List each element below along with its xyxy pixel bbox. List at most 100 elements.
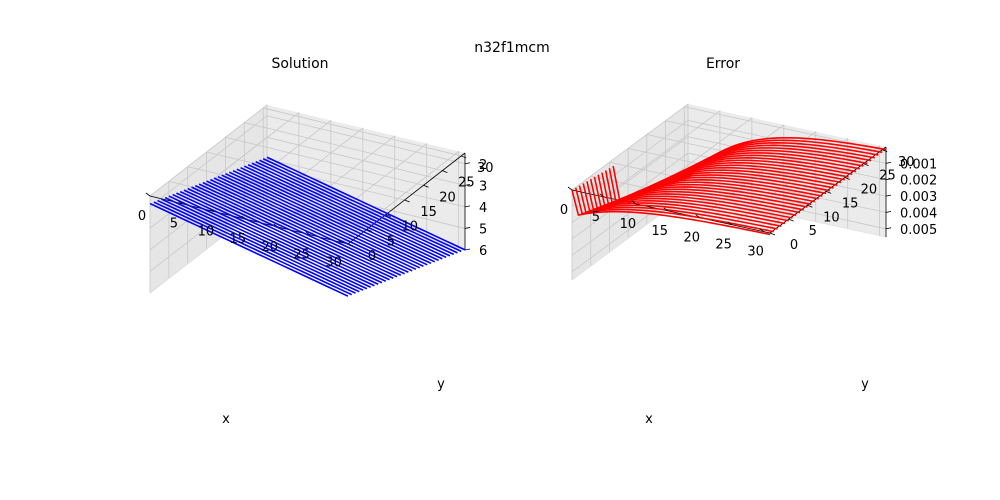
series-line (582, 183, 782, 228)
y-tick (769, 232, 776, 236)
z-tick (885, 161, 892, 164)
series-line (225, 172, 424, 268)
z-tick-label: 0.001 (900, 157, 937, 172)
series-line (194, 184, 394, 279)
series-line (247, 163, 447, 259)
x-tick (241, 215, 247, 220)
series-line (240, 166, 439, 262)
z-tick-label: 2 (479, 158, 487, 173)
figure-suptitle: n32f1mcm (474, 40, 550, 56)
series-line (168, 195, 368, 290)
series-line (202, 181, 402, 276)
x-tick-label: 0 (138, 209, 146, 224)
series-line (589, 178, 789, 222)
series-line (255, 161, 455, 256)
y-tick-label: 0 (790, 238, 798, 253)
gridline-y (683, 106, 883, 197)
series-line (262, 158, 462, 253)
series-line (153, 201, 353, 296)
y-tick (366, 228, 373, 232)
z-ticks: 2 3 4 5 6 (464, 158, 487, 259)
x-ticks: 0 5 10 15 20 25 30 (560, 186, 764, 260)
gridline-y (168, 180, 367, 279)
x-axis-line (571, 189, 771, 234)
z-tick (464, 248, 471, 251)
data-lines (571, 136, 887, 236)
x-tick (727, 221, 732, 225)
series-line (228, 171, 428, 266)
series-line (601, 172, 801, 214)
solution-title: Solution (271, 56, 328, 72)
series-line (198, 183, 398, 278)
x-tick (759, 228, 764, 232)
x-tick (695, 214, 700, 219)
x-tick-label: 25 (715, 238, 732, 253)
series-line (571, 189, 771, 236)
y-tick (844, 177, 850, 180)
x-axis-label: x (645, 412, 653, 427)
x-tick (177, 200, 183, 205)
y-tick (347, 243, 354, 247)
z-tick (885, 211, 892, 213)
series-line (164, 196, 364, 291)
series-line (183, 189, 383, 284)
y-tick (825, 191, 832, 194)
x-tick-label: 5 (592, 210, 600, 225)
series-line (266, 156, 466, 251)
y-tick (882, 149, 888, 153)
series-line (217, 175, 417, 271)
y-tick-label: 0 (368, 249, 376, 264)
series-line (191, 186, 390, 281)
gridline-z (571, 185, 887, 273)
y-tick-label: 10 (823, 210, 840, 225)
x-axis-label: x (222, 412, 230, 427)
x-tick-label: 15 (652, 224, 669, 239)
x-tick-label: 5 (170, 217, 178, 232)
series-line (574, 187, 774, 233)
gridline-x (571, 103, 689, 194)
x-tick (305, 231, 310, 236)
gridline-x (341, 150, 460, 249)
x-tick (567, 186, 573, 191)
y-axis-line (347, 152, 466, 245)
series-line (149, 202, 349, 297)
y-tick-label: 25 (879, 169, 896, 184)
series-line (244, 165, 443, 260)
series-line (206, 180, 405, 275)
y-tick-label: 25 (458, 176, 475, 191)
z-tick (464, 183, 471, 186)
y-tick-label: 20 (861, 183, 878, 198)
pane-left (572, 104, 688, 280)
series-line (232, 169, 432, 265)
z-tick (885, 178, 892, 181)
series-line (251, 162, 451, 257)
series-line (593, 176, 793, 219)
y-tick (807, 204, 813, 208)
x-tick-label: 0 (560, 203, 568, 218)
z-tick-label: 0.003 (900, 190, 937, 205)
y-tick-label: 30 (898, 155, 915, 170)
x-tick (209, 208, 215, 212)
x-tick-label: 15 (230, 232, 247, 247)
z-tick-label: 0.004 (900, 206, 937, 221)
x-tick (663, 207, 669, 212)
series-line (187, 187, 387, 282)
series-line (176, 192, 375, 287)
x-tick (599, 193, 605, 198)
y-tick (461, 155, 467, 159)
gridline-z (149, 115, 466, 208)
y-tick (404, 199, 410, 203)
y-axis-label: y (861, 377, 869, 392)
z-tick-label: 0.002 (900, 174, 937, 189)
pane-edges (571, 193, 887, 281)
series-line (160, 198, 360, 293)
x-tick-label: 20 (683, 231, 700, 246)
series-line (586, 181, 786, 225)
gridline-z (149, 158, 466, 251)
x-tick-label: 10 (620, 217, 637, 232)
